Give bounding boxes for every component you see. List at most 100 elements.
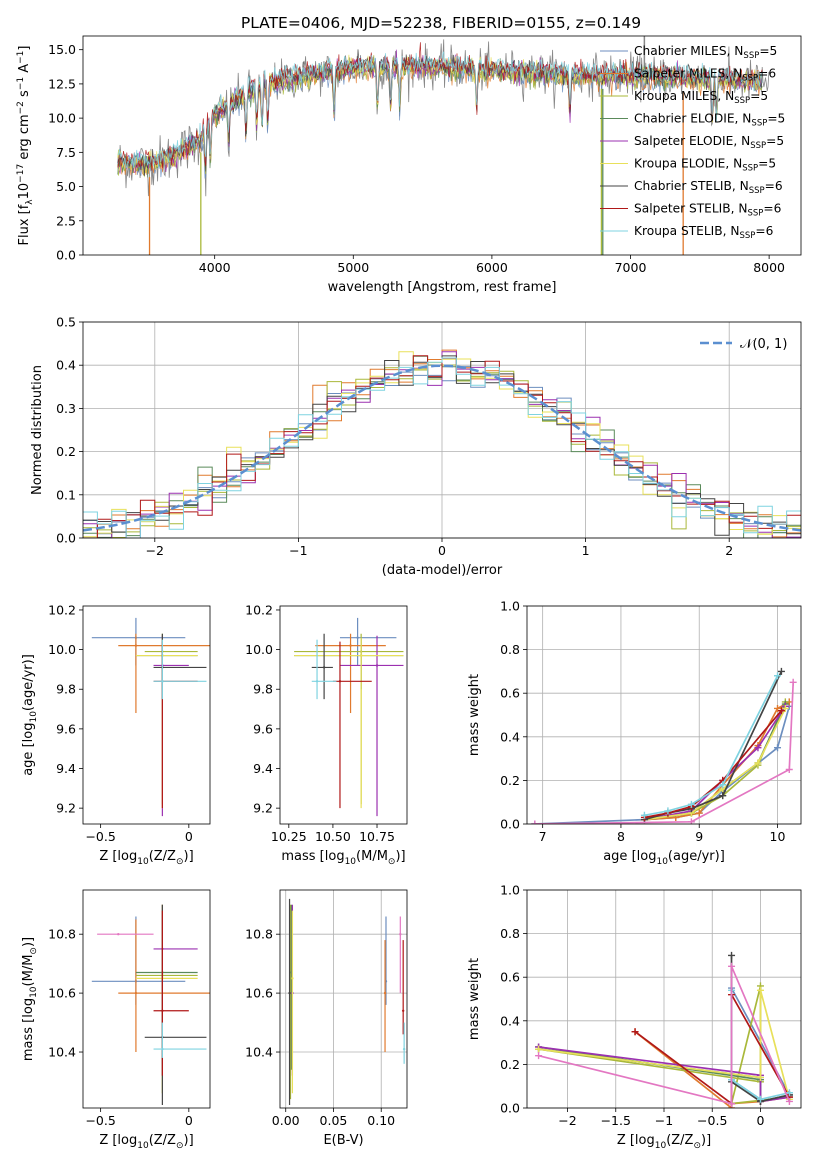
weight-marker: [777, 667, 785, 675]
legend-label: Kroupa MILES, NSSP=5: [634, 89, 768, 106]
age-vs-mass-ytick-label: 9.8: [253, 682, 273, 697]
spectrum-ytick-label: 7.5: [56, 145, 76, 160]
mass-weight-vs-Z-data: [535, 951, 793, 1108]
spectrum-panel: 4000 5000 6000 7000 8000 0.0 2.5 5.0 7.5 10.0 12.5…: [16, 35, 802, 295]
spectrum-xtick-label: 7000: [615, 260, 647, 275]
weight-marker: [687, 800, 695, 808]
mass-weight-vs-age-frame: [526, 605, 802, 825]
weight-marker: [728, 1100, 736, 1108]
legend-label: 𝒩(0, 1): [740, 337, 787, 352]
mass-weight-vs-age-ytick-label: 0.6: [500, 686, 520, 701]
age-vs-mass-axes: 10.25 10.50 10.75 9.2 9.4 9.6 9.8 10.0 10.2 mass …: [245, 602, 408, 867]
data-point: [383, 991, 387, 995]
mass-vs-EBV-plot-area: [280, 890, 407, 1108]
age-vs-Z-ytick-label: 10.0: [48, 642, 76, 657]
mass-weight-vs-age-xlabel: age [log10(age/yr)]: [603, 849, 725, 867]
age-vs-mass-frame: [279, 605, 408, 825]
data-point: [399, 932, 402, 936]
mass-weight-vs-Z-xtick-label: −1: [655, 1113, 673, 1128]
mass-vs-Z-ytick-label: 10.4: [48, 1045, 76, 1060]
spectrum-ytick-label: 10.0: [48, 111, 76, 126]
mass-weight-vs-Z-ytick-label: 0.4: [500, 1013, 520, 1028]
age-vs-Z-axes: −0.5 0 9.2 9.4 9.6 9.8 10.0 10.2 Z [log10(Z/Z⊙)]…: [21, 602, 211, 867]
spectrum-model-line: [117, 51, 763, 169]
weight-series-line: [538, 1046, 790, 1103]
spectrum-xtick-label: 4000: [199, 260, 231, 275]
residual-histogram-ytick-label: 0.2: [56, 444, 76, 459]
weight-marker: [754, 744, 762, 752]
data-point: [359, 654, 363, 657]
mass-weight-vs-Z-ylabel: mass weight: [467, 958, 482, 1040]
histogram-step: [83, 357, 801, 538]
weight-marker: [719, 781, 727, 789]
residual-histogram-ylabel: Normed distribution: [30, 365, 45, 495]
mass-vs-EBV-ytick-label: 10.6: [245, 986, 273, 1001]
age-vs-mass-ytick-label: 10.2: [245, 602, 273, 617]
data-point: [402, 1047, 406, 1051]
mass-weight-vs-age-xtick-label: 7: [539, 829, 547, 844]
mass-vs-EBV-axes: 0.00 0.05 0.10 10.4 10.6 10.8 E(B-V): [245, 889, 408, 1148]
mass-weight-vs-age-axes: 7 8 9 10 0.0 0.2 0.4 0.6 0.8 1.0 age [log10(age/yr…: [467, 599, 802, 867]
data-point: [315, 680, 319, 683]
spectrum-xtick-label: 6000: [476, 260, 508, 275]
mass-vs-Z-frame: [82, 889, 211, 1109]
mass-vs-EBV-xtick-label: 0.05: [320, 1113, 348, 1128]
residual-histogram-panel: −2 −1 0 1 2 0.0 0.1 0.2 0.3 0.4 0.5 (data-model)/er…: [30, 315, 802, 578]
histogram-step: [83, 355, 801, 538]
age-vs-mass-ytick-label: 9.4: [253, 761, 273, 776]
legend-label: Kroupa ELODIE, NSSP=5: [634, 157, 776, 174]
residual-histogram-data: [83, 349, 801, 538]
mass-weight-vs-Z-xtick-label: 0: [757, 1113, 765, 1128]
age-vs-mass-ytick-label: 9.6: [253, 721, 273, 736]
mass-vs-EBV-xtick-label: 0.10: [367, 1113, 395, 1128]
age-vs-Z-xlabel: Z [log10(Z/Z⊙)]: [99, 849, 193, 867]
mass-vs-EBV-xlabel: E(B-V): [323, 1133, 363, 1148]
residual-histogram-axes: −2 −1 0 1 2 0.0 0.1 0.2 0.3 0.4 0.5 (data-model)/er…: [30, 315, 802, 578]
residual-histogram-xtick-label: −2: [146, 543, 164, 558]
age-vs-mass-xtick-label: 10.50: [315, 829, 351, 844]
residual-histogram-xtick-label: 2: [725, 543, 733, 558]
age-vs-mass-xlabel: mass [log10(M/M⊙)]: [281, 849, 405, 867]
mass-vs-Z-xtick-label: −0.5: [85, 1113, 115, 1128]
age-vs-mass-data: [294, 617, 404, 817]
age-vs-mass-panel: 10.25 10.50 10.75 9.2 9.4 9.6 9.8 10.0 10.2 mass …: [245, 602, 408, 867]
age-vs-mass-plot-area: [280, 606, 407, 824]
age-vs-Z-data: [91, 617, 210, 817]
age-vs-Z-xtick-label: −0.5: [85, 829, 115, 844]
residual-histogram-ytick-label: 0.4: [56, 358, 76, 373]
legend-label: Chabrier MILES, NSSP=5: [634, 44, 777, 61]
mass-weight-vs-Z-axes: −2 −1.5 −1 −0.5 0 0.0 0.2 0.4 0.6 0.8 1.0 Z [log10(…: [467, 883, 802, 1151]
mass-vs-Z-axes: −0.5 0 10.4 10.6 10.8 Z [log10(Z/Z⊙)] mass [lo…: [21, 889, 211, 1151]
weight-marker: [781, 704, 789, 712]
spectrum-frame: [82, 35, 802, 256]
mass-weight-vs-age-ylabel: mass weight: [467, 674, 482, 756]
weight-marker: [640, 811, 648, 819]
data-point: [161, 1009, 164, 1012]
weight-marker: [728, 962, 736, 970]
mass-weight-vs-Z-xtick-label: −2: [558, 1113, 576, 1128]
mass-weight-vs-age-ytick-label: 1.0: [500, 599, 520, 614]
weight-marker: [531, 820, 539, 824]
weight-marker: [777, 707, 785, 715]
age-vs-Z-xtick-label: 0: [185, 829, 193, 844]
mass-vs-Z-panel: −0.5 0 10.4 10.6 10.8 Z [log10(Z/Z⊙)] mass [lo…: [21, 889, 211, 1151]
age-vs-Z-ylabel: age [log10(age/yr)]: [21, 654, 39, 776]
legend-label: Salpeter ELODIE, NSSP=5: [634, 134, 784, 151]
residual-histogram-ytick-label: 0.1: [56, 487, 76, 502]
spectrum-xtick-label: 5000: [337, 260, 369, 275]
data-point: [338, 680, 342, 683]
spectrum-ytick-label: 0.0: [56, 248, 76, 263]
data-point: [349, 644, 352, 647]
mass-vs-Z-data: [91, 904, 210, 1106]
age-vs-mass-xtick-label: 10.75: [359, 829, 395, 844]
plots-layer: 4000 5000 6000 7000 80000.02.55.07.510.012.5…: [16, 35, 802, 1151]
age-vs-Z-ytick-label: 9.8: [56, 682, 76, 697]
weight-series-line: [538, 965, 791, 1105]
mass-weight-vs-Z-ytick-label: 0.0: [500, 1101, 520, 1116]
residual-histogram-xlabel: (data-model)/error: [382, 563, 503, 578]
weight-marker: [664, 807, 672, 815]
weight-marker: [728, 951, 736, 959]
residual-histogram-ytick-label: 0.0: [56, 531, 76, 546]
mass-weight-vs-age-ytick-label: 0.8: [500, 642, 520, 657]
mass-weight-vs-Z-xlabel: Z [log10(Z/Z⊙)]: [617, 1133, 711, 1151]
